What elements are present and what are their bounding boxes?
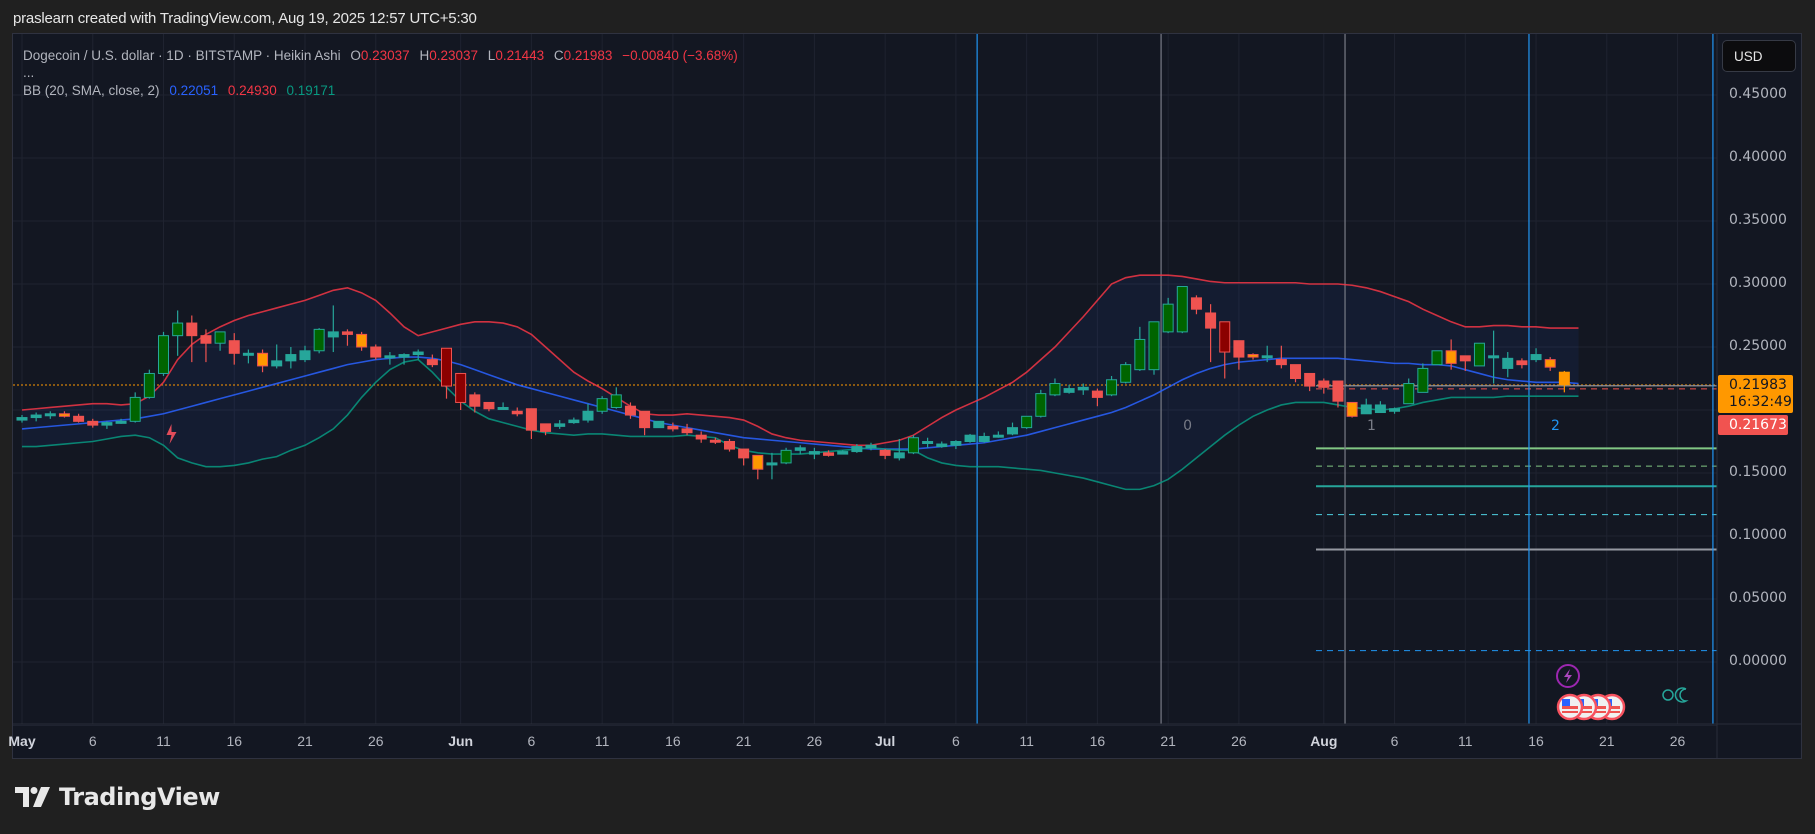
change-value: −0.00840 (−3.68%) xyxy=(622,48,738,63)
low-value: 0.21443 xyxy=(495,48,545,63)
bb-upper-value: 0.24930 xyxy=(227,83,277,98)
time-tick: 21 xyxy=(735,733,752,749)
symbol-description: Dogecoin / U.S. dollar · 1D · BITSTAMP ·… xyxy=(23,48,341,63)
chart-grid xyxy=(13,34,1717,726)
chart-legend: Dogecoin / U.S. dollar · 1D · BITSTAMP ·… xyxy=(23,45,738,101)
currency-button[interactable]: USD xyxy=(1722,40,1796,72)
time-tick: 6 xyxy=(88,733,97,749)
time-tick: 26 xyxy=(806,733,823,749)
bollinger-fill xyxy=(22,275,1579,490)
svg-text:2: 2 xyxy=(1551,418,1560,434)
tradingview-logo-icon xyxy=(15,787,50,807)
price-tick: 0.15000 xyxy=(1729,464,1787,480)
time-tick: Jun xyxy=(448,733,474,749)
time-tick: 6 xyxy=(1390,733,1399,749)
time-tick: 16 xyxy=(1089,733,1106,749)
candlesticks xyxy=(16,286,1570,480)
price-tick: 0.30000 xyxy=(1729,275,1787,291)
bar-countdown: 16:32:49 xyxy=(1729,394,1792,410)
legend-more-button[interactable]: ... xyxy=(23,65,35,80)
legend-row-bb[interactable]: BB (20, SMA, close, 2) 0.22051 0.24930 0… xyxy=(23,80,738,101)
price-tick: 0.45000 xyxy=(1729,86,1787,102)
bb-lower-value: 0.19171 xyxy=(286,83,336,98)
time-tick: 11 xyxy=(594,733,610,749)
time-tick: 6 xyxy=(951,733,960,749)
time-tick: 21 xyxy=(1160,733,1176,749)
time-tick: 21 xyxy=(1599,733,1615,749)
time-tick: 11 xyxy=(1019,733,1034,749)
price-tick: 0.25000 xyxy=(1729,338,1787,354)
legend-row-symbol[interactable]: Dogecoin / U.S. dollar · 1D · BITSTAMP ·… xyxy=(23,48,738,63)
event-icons xyxy=(166,423,1689,721)
open-value: 0.23037 xyxy=(360,48,410,63)
time-tick: 21 xyxy=(297,733,313,749)
time-tick: 16 xyxy=(226,733,243,749)
time-tick: 6 xyxy=(527,733,536,749)
logo-text: TradingView xyxy=(59,783,220,811)
svg-text:1: 1 xyxy=(1367,418,1376,434)
time-tick: 26 xyxy=(367,733,384,749)
price-tick: 0.05000 xyxy=(1729,590,1787,606)
time-tick: 26 xyxy=(1669,733,1686,749)
time-tick: 11 xyxy=(156,733,171,749)
current-price-label: 0.21983 16:32:49 xyxy=(1718,375,1793,413)
time-tick: May xyxy=(8,733,36,749)
horizontal-levels xyxy=(13,384,1717,652)
tradingview-logo[interactable]: TradingView xyxy=(15,783,220,811)
time-tick: 26 xyxy=(1231,733,1247,749)
level-price-label: 0.21673 xyxy=(1718,415,1788,435)
svg-text:0: 0 xyxy=(1183,418,1192,434)
vertical-markers: 0 1 2 xyxy=(976,34,1714,724)
close-value: 0.21983 xyxy=(563,48,613,63)
time-tick: 16 xyxy=(1528,733,1544,749)
bb-basis-value: 0.22051 xyxy=(169,83,219,98)
price-tick: 0.00000 xyxy=(1729,653,1787,669)
high-value: 0.23037 xyxy=(429,48,479,63)
price-tick: 0.40000 xyxy=(1729,149,1787,165)
bb-label: BB (20, SMA, close, 2) xyxy=(23,83,160,98)
chart-credit: praslearn created with TradingView.com, … xyxy=(13,10,477,27)
time-tick: Jul xyxy=(875,733,896,749)
time-tick: Aug xyxy=(1310,733,1338,749)
time-tick: 11 xyxy=(1458,733,1473,749)
price-tick: 0.10000 xyxy=(1729,527,1787,543)
price-tick: 0.35000 xyxy=(1729,212,1787,228)
time-tick: 16 xyxy=(665,733,681,749)
